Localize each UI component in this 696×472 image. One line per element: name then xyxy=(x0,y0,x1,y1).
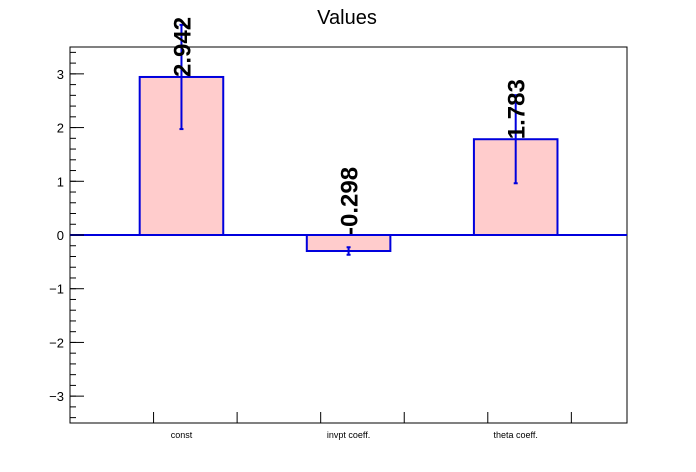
y-axis: −3 −2 −1 0 1 2 3 xyxy=(49,67,84,404)
y-tick-label: −2 xyxy=(49,335,64,350)
y-tick-label: 3 xyxy=(57,67,64,82)
y-tick-label: 0 xyxy=(57,228,64,243)
data-label: 1.783 xyxy=(504,79,531,139)
x-category-label: theta coeff. xyxy=(494,430,538,440)
x-axis: const invpt coeff. theta coeff. xyxy=(171,430,538,440)
data-label: -0.298 xyxy=(337,167,364,235)
data-label: 2.942 xyxy=(169,17,196,77)
chart-title: Values xyxy=(317,7,377,29)
x-axis-ticks xyxy=(153,412,572,423)
x-category-label: invpt coeff. xyxy=(327,430,370,440)
y-tick-label: −1 xyxy=(49,282,64,297)
bars-group xyxy=(70,23,627,256)
x-category-label: const xyxy=(171,430,193,440)
y-tick-label: −3 xyxy=(49,389,64,404)
y-tick-label: 1 xyxy=(57,174,64,189)
data-labels-group: 2.942 -0.298 1.783 xyxy=(169,17,530,235)
y-tick-label: 2 xyxy=(57,121,64,136)
